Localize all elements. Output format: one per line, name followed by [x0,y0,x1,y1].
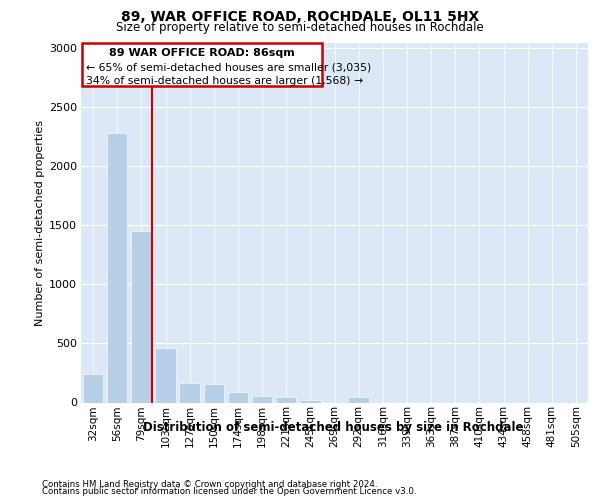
Text: ← 65% of semi-detached houses are smaller (3,035): ← 65% of semi-detached houses are smalle… [86,62,371,72]
Text: Size of property relative to semi-detached houses in Rochdale: Size of property relative to semi-detach… [116,21,484,34]
Text: 89 WAR OFFICE ROAD: 86sqm: 89 WAR OFFICE ROAD: 86sqm [109,48,295,58]
Text: Distribution of semi-detached houses by size in Rochdale: Distribution of semi-detached houses by … [143,421,523,434]
Text: Contains HM Land Registry data © Crown copyright and database right 2024.: Contains HM Land Registry data © Crown c… [42,480,377,489]
Bar [276,397,296,402]
FancyBboxPatch shape [82,42,322,86]
Bar [83,374,103,402]
Text: 89, WAR OFFICE ROAD, ROCHDALE, OL11 5HX: 89, WAR OFFICE ROAD, ROCHDALE, OL11 5HX [121,10,479,24]
Bar [203,384,224,402]
Text: 34% of semi-detached houses are larger (1,568) →: 34% of semi-detached houses are larger (… [86,76,363,86]
Bar [227,392,248,402]
Y-axis label: Number of semi-detached properties: Number of semi-detached properties [35,120,44,326]
Bar [107,134,127,402]
Bar [252,396,272,402]
Text: Contains public sector information licensed under the Open Government Licence v3: Contains public sector information licen… [42,488,416,496]
Bar [349,396,369,402]
Bar [300,400,320,402]
Bar [155,348,176,403]
Bar [131,232,152,402]
Bar [179,383,200,402]
